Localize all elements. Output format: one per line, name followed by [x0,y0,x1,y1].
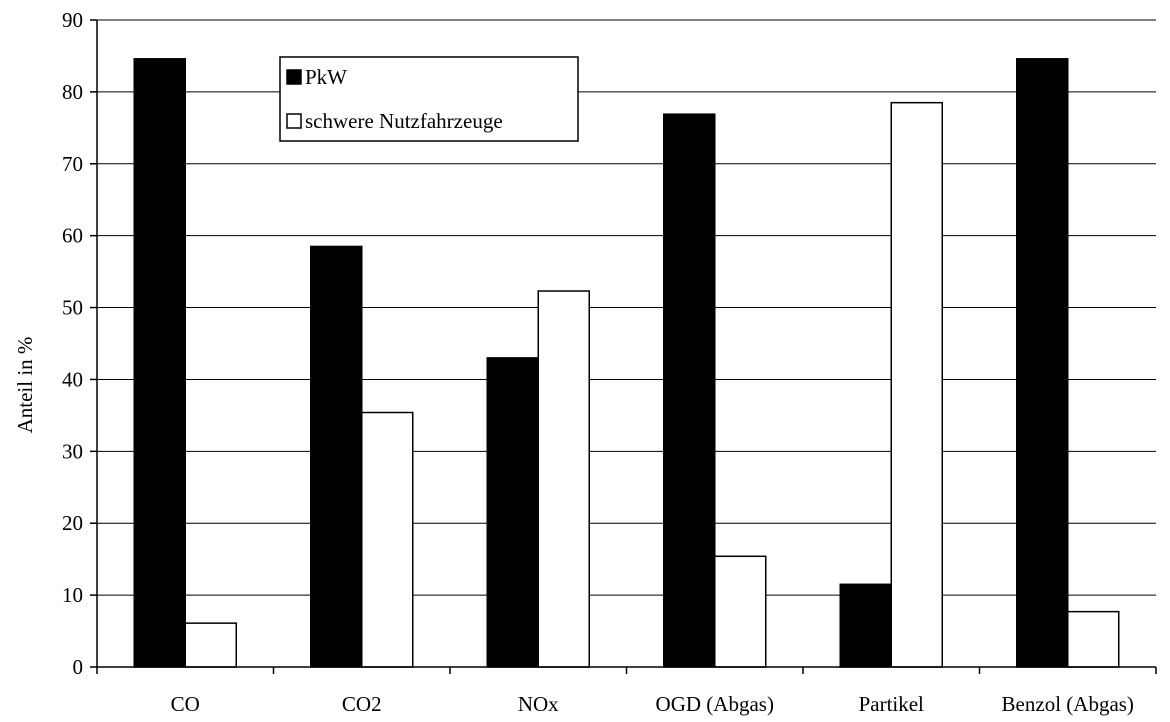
y-tick-label: 90 [62,8,83,32]
bar-pkw [310,245,363,668]
y-tick-label: 40 [62,367,83,391]
y-axis-label: Anteil in % [13,337,37,434]
bar-pkw [663,113,716,668]
bar-pkw [133,58,186,668]
bar-schwere-nutzfahrzeuge [361,411,414,668]
x-tick-label: NOx [518,692,559,716]
y-tick-label: 0 [73,655,84,679]
bars [133,58,1120,668]
x-tick-label: CO [171,692,200,716]
y-tick-labels: 0 10 20 30 40 50 60 70 80 90 [62,8,83,679]
y-tick-label: 60 [62,224,83,248]
x-tick-label: Benzol (Abgas) [1002,692,1134,716]
legend-swatch-snf [286,113,302,129]
bar-schwere-nutzfahrzeuge [714,555,767,668]
legend-label-pkw: PkW [305,65,347,89]
axes [90,19,1157,674]
x-tick-label: Partikel [859,692,924,716]
legend: PkW schwere Nutzfahrzeuge [279,56,579,142]
legend-label-snf: schwere Nutzfahrzeuge [305,109,503,133]
bar-pkw [1016,58,1069,668]
bar-schwere-nutzfahrzeuge [184,622,237,668]
x-tick-labels: CO CO2 NOx OGD (Abgas) Partikel Benzol (Abgas… [171,692,1134,716]
gridlines [97,19,1156,596]
bar-pkw [839,583,892,668]
y-tick-label: 70 [62,152,83,176]
y-tick-label: 20 [62,511,83,535]
y-tick-label: 50 [62,296,83,320]
bar-schwere-nutzfahrzeuge [537,290,590,668]
bar-schwere-nutzfahrzeuge [890,101,943,668]
bar-schwere-nutzfahrzeuge [1067,610,1120,668]
x-tick-label: CO2 [342,692,382,716]
legend-swatch-pkw [286,69,302,85]
y-tick-label: 30 [62,439,83,463]
y-tick-label: 80 [62,80,83,104]
x-tick-label: OGD (Abgas) [656,692,774,716]
y-tick-label: 10 [62,583,83,607]
bar-pkw [486,357,539,668]
legend-box [279,56,579,142]
